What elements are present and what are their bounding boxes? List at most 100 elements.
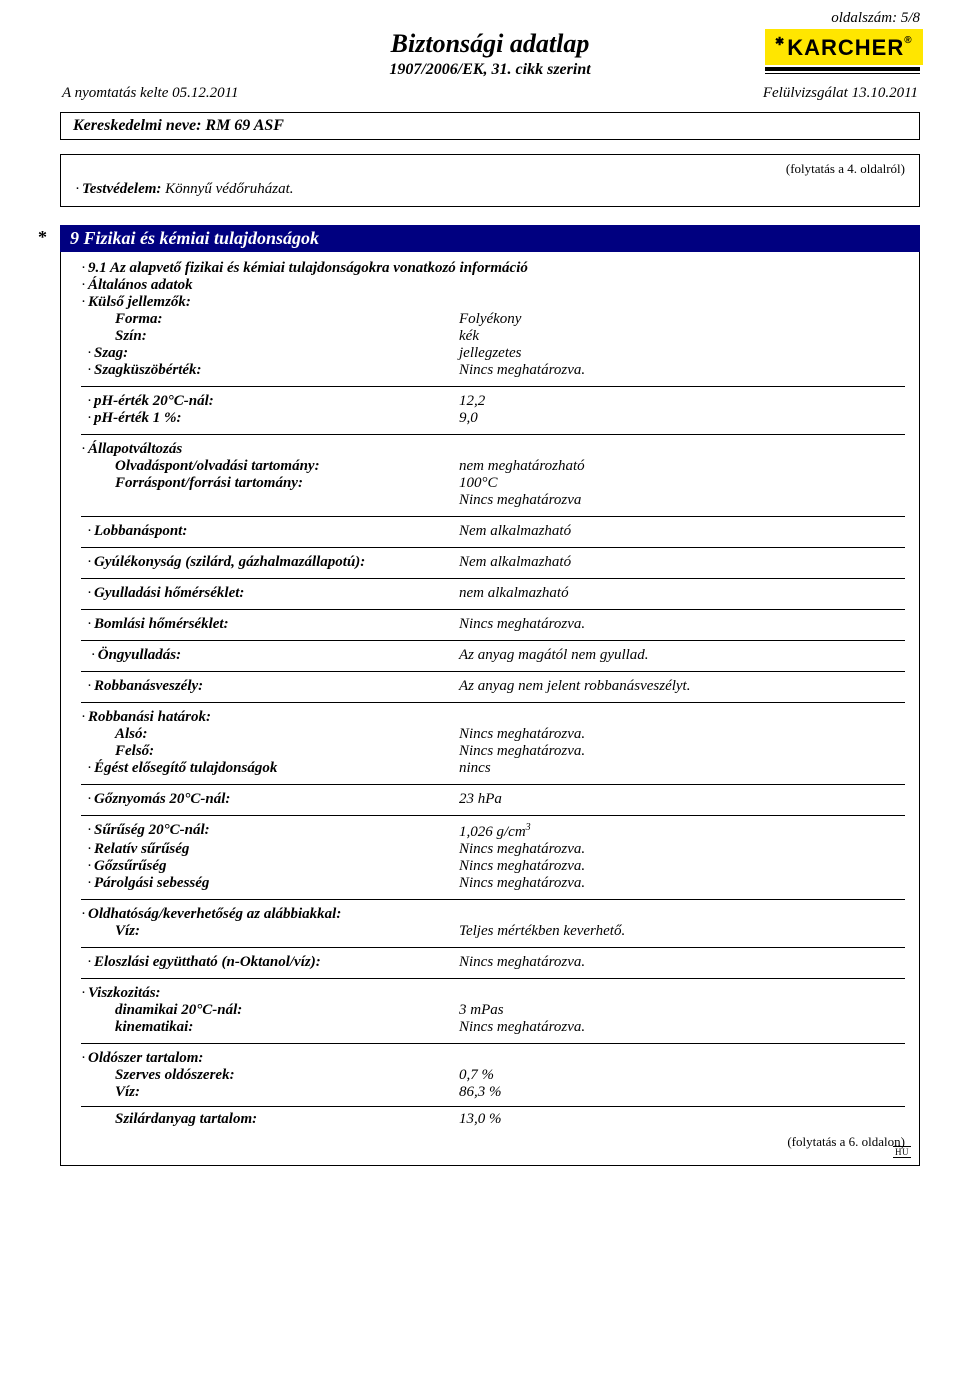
divider-3 bbox=[81, 516, 905, 517]
row-olvad: Olvadáspont/olvadási tartomány: nem megh… bbox=[87, 458, 905, 475]
label-szerves: Szerves oldószerek: bbox=[115, 1067, 235, 1083]
label-parolg: Párolgási sebesség bbox=[94, 875, 209, 891]
label-kinem: kinematikai: bbox=[115, 1019, 193, 1035]
value-olvad: nem meghatározható bbox=[459, 458, 905, 475]
row-forma: Forma: Folyékony bbox=[87, 311, 905, 328]
label-egest: Égést elősegítő tulajdonságok bbox=[94, 760, 277, 776]
gear-icon: ✱ bbox=[775, 36, 785, 48]
value-parolg: Nincs meghatározva. bbox=[459, 875, 905, 892]
divider-4 bbox=[81, 547, 905, 548]
continued-from: (folytatás a 4. oldalról) bbox=[75, 161, 905, 177]
value-szerves: 0,7 % bbox=[459, 1067, 905, 1084]
product-name-box: Kereskedelmi neve: RM 69 ASF bbox=[60, 112, 920, 140]
divider-15 bbox=[81, 1043, 905, 1044]
divider-16 bbox=[81, 1106, 905, 1107]
label-szag: Szag: bbox=[94, 345, 128, 361]
label-viz2: Víz: bbox=[115, 1084, 140, 1100]
row-gyullad: ·Gyulladási hőmérséklet: nem alkalmazhat… bbox=[87, 585, 905, 602]
document-subtitle: 1907/2006/EK, 31. cikk szerint bbox=[215, 61, 765, 79]
value-eloszl: Nincs meghatározva. bbox=[459, 954, 905, 971]
body-protection-label: Testvédelem: bbox=[82, 181, 161, 197]
label-eloszl: Eloszlási együttható (n-Oktanol/víz): bbox=[94, 954, 321, 970]
divider-6 bbox=[81, 609, 905, 610]
row-also: Alsó: Nincs meghatározva. bbox=[87, 726, 905, 743]
divider-8 bbox=[81, 671, 905, 672]
label-relsur: Relatív sűrűség bbox=[94, 841, 189, 857]
row-szag: ·Szag: jellegzetes bbox=[87, 345, 905, 362]
row-szerves: Szerves oldószerek: 0,7 % bbox=[87, 1067, 905, 1084]
label-ongyull: Öngyulladás: bbox=[98, 647, 181, 663]
row-forras2: Nincs meghatározva bbox=[87, 492, 905, 509]
body-protection-line: ·Testvédelem: Könnyű védőruházat. bbox=[75, 181, 905, 198]
value-viz2: 86,3 % bbox=[459, 1084, 905, 1101]
divider-9 bbox=[81, 702, 905, 703]
document-title: Biztonsági adatlap bbox=[215, 29, 765, 59]
row-szagkuszob: ·Szagküszöbérték: Nincs meghatározva. bbox=[87, 362, 905, 379]
value-ongyull: Az anyag magától nem gyullad. bbox=[459, 647, 905, 664]
row-kinem: kinematikai: Nincs meghatározva. bbox=[87, 1019, 905, 1036]
label-szagkuszob: Szagküszöbérték: bbox=[94, 362, 202, 378]
row-suruseg: ·Sűrűség 20°C-nál: 1,026 g/cm3 bbox=[87, 822, 905, 841]
label-suruseg: Sűrűség 20°C-nál: bbox=[94, 822, 210, 838]
label-szin: Szín: bbox=[115, 328, 147, 344]
row-szin: Szín: kék bbox=[87, 328, 905, 345]
row-ph1: ·pH-érték 1 %: 9,0 bbox=[87, 410, 905, 427]
row-91: ·9.1 Az alapvető fizikai és kémiai tulaj… bbox=[81, 260, 905, 277]
divider-2 bbox=[81, 434, 905, 435]
divider-10 bbox=[81, 784, 905, 785]
value-gyulek: Nem alkalmazható bbox=[459, 554, 905, 571]
value-szilard: 13,0 % bbox=[459, 1111, 905, 1128]
label-gyulek: Gyúlékonyság (szilárd, gázhalmazállapotú… bbox=[94, 554, 365, 570]
row-goznyom: ·Gőznyomás 20°C-nál: 23 hPa bbox=[87, 791, 905, 808]
value-forma: Folyékony bbox=[459, 311, 905, 328]
divider-11 bbox=[81, 815, 905, 816]
divider-5 bbox=[81, 578, 905, 579]
label-viz-sol: Víz: bbox=[115, 923, 140, 939]
value-dinam: 3 mPas bbox=[459, 1002, 905, 1019]
row-viz-sol: Víz: Teljes mértékben keverhető. bbox=[87, 923, 905, 940]
row-eloszl: ·Eloszlási együttható (n-Oktanol/víz): N… bbox=[87, 954, 905, 971]
value-forras2: Nincs meghatározva bbox=[459, 492, 905, 509]
label-ph20: pH-érték 20°C-nál: bbox=[94, 393, 214, 409]
change-asterisk: * bbox=[38, 227, 47, 248]
label-appearance: Külső jellemzők: bbox=[88, 294, 191, 310]
value-ph20: 12,2 bbox=[459, 393, 905, 410]
value-also: Nincs meghatározva. bbox=[459, 726, 905, 743]
label-91: 9.1 Az alapvető fizikai és kémiai tulajd… bbox=[88, 260, 528, 276]
divider-14 bbox=[81, 978, 905, 979]
value-ph1: 9,0 bbox=[459, 410, 905, 427]
registered-icon: ® bbox=[904, 35, 912, 46]
row-parolg: ·Párolgási sebesség Nincs meghatározva. bbox=[87, 875, 905, 892]
row-robbhat: ·Robbanási határok: bbox=[81, 709, 905, 726]
dates-row: A nyomtatás kelte 05.12.2011 Felülvizsgá… bbox=[60, 85, 920, 102]
row-allapot: ·Állapotváltozás bbox=[81, 441, 905, 458]
label-olvad: Olvadáspont/olvadási tartomány: bbox=[115, 458, 320, 474]
row-forras: Forráspont/forrási tartomány: 100°C bbox=[87, 475, 905, 492]
row-lobb: ·Lobbanáspont: Nem alkalmazható bbox=[87, 523, 905, 540]
brand-name: ✱KARCHER® bbox=[765, 29, 923, 65]
label-robbvesz: Robbanásveszély: bbox=[94, 678, 203, 694]
row-appearance: ·Külső jellemzők: bbox=[81, 294, 905, 311]
row-viszk: ·Viszkozitás: bbox=[81, 985, 905, 1002]
brand-logo: ✱KARCHER® bbox=[765, 29, 920, 74]
body-protection-value: Könnyű védőruházat. bbox=[165, 181, 293, 197]
row-gozsur: ·Gőzsűrűség Nincs meghatározva. bbox=[87, 858, 905, 875]
print-date: A nyomtatás kelte 05.12.2011 bbox=[62, 85, 239, 102]
label-ph1: pH-érték 1 %: bbox=[94, 410, 181, 426]
divider-12 bbox=[81, 899, 905, 900]
label-oldhat: Oldhatóság/keverhetőség az alábbiakkal: bbox=[88, 906, 341, 922]
value-felso: Nincs meghatározva. bbox=[459, 743, 905, 760]
row-dinam: dinamikai 20°C-nál: 3 mPas bbox=[87, 1002, 905, 1019]
value-suruseg: 1,026 g/cm3 bbox=[459, 822, 905, 841]
label-viszk: Viszkozitás: bbox=[88, 985, 161, 1001]
divider-1 bbox=[81, 386, 905, 387]
row-viz2: Víz: 86,3 % bbox=[87, 1084, 905, 1101]
logo-rule-thin bbox=[765, 73, 920, 74]
label-also: Alsó: bbox=[115, 726, 148, 742]
logo-rule-thick bbox=[765, 67, 920, 71]
row-oldhat: ·Oldhatóság/keverhetőség az alábbiakkal: bbox=[81, 906, 905, 923]
row-ph20: ·pH-érték 20°C-nál: 12,2 bbox=[87, 393, 905, 410]
value-gyullad: nem alkalmazható bbox=[459, 585, 905, 602]
row-szilard: Szilárdanyag tartalom: 13,0 % bbox=[87, 1111, 905, 1128]
row-general: ·Általános adatok bbox=[81, 277, 905, 294]
